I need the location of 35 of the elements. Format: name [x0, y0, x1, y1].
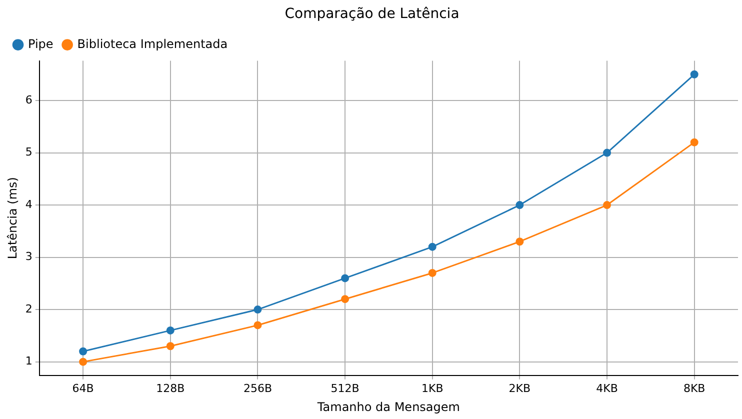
chart-title: Comparação de Latência [284, 6, 460, 22]
point [254, 306, 262, 314]
x-tick-label: 8KB [683, 382, 706, 395]
x-axis-title: Tamanho da Mensagem [316, 400, 460, 414]
x-tick-label: 128B [156, 382, 185, 395]
y-tick-label: 6 [25, 93, 32, 106]
point [690, 70, 698, 78]
point [341, 295, 350, 304]
x-tick-label: 1KB [421, 382, 444, 395]
x-tick-label: 64B [72, 382, 94, 395]
legend-label: Pipe [28, 36, 54, 51]
point [79, 358, 88, 366]
point [603, 148, 612, 157]
point [341, 274, 350, 282]
y-tick-label: 5 [25, 146, 32, 159]
y-tick-label: 1 [25, 354, 32, 368]
x-tick-label: 256B [243, 382, 272, 395]
point [166, 342, 174, 350]
y-axis-title: Latência (ms) [5, 177, 20, 260]
x-tick-label: 4KB [596, 382, 618, 395]
x-tick-label: 2KB [508, 382, 531, 395]
legend-label: Biblioteca Implementada [77, 36, 228, 51]
y-tick-label: 3 [25, 250, 32, 264]
y-tick-label: 2 [25, 302, 32, 316]
point [166, 326, 174, 334]
point [254, 321, 262, 330]
point [516, 238, 524, 246]
point [428, 268, 436, 277]
y-tick-label: 4 [25, 198, 32, 211]
point [603, 201, 612, 210]
point [79, 347, 88, 356]
x-tick-label: 512B [330, 382, 360, 395]
point [428, 242, 436, 251]
point [690, 138, 698, 146]
point [516, 201, 524, 210]
